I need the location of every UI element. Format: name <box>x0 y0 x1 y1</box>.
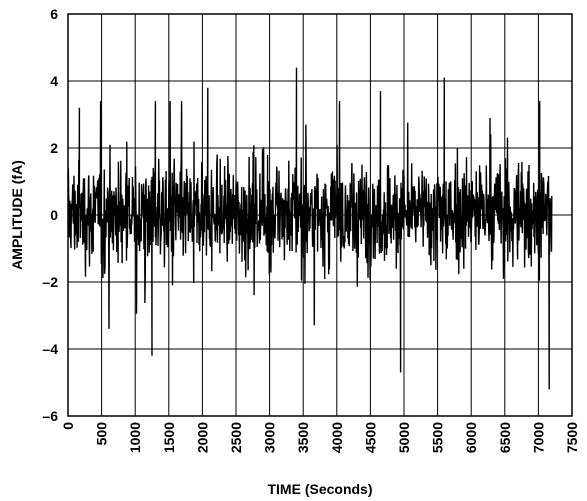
x-tick-label: 5000 <box>396 422 412 453</box>
x-tick-label: 4000 <box>329 422 345 453</box>
x-tick-label: 6000 <box>463 422 479 453</box>
y-tick-label: –2 <box>42 274 58 290</box>
y-tick-label: 6 <box>50 6 58 22</box>
series-group <box>67 67 553 390</box>
y-tick-label: 0 <box>50 207 58 223</box>
x-tick-label: 1500 <box>161 422 177 453</box>
y-tick-label: –4 <box>42 341 58 357</box>
x-tick-label: 6500 <box>497 422 513 453</box>
y-axis-label: AMPLITUDE (fA) <box>9 160 25 270</box>
x-tick-label: 5500 <box>430 422 446 453</box>
x-tick-label: 2000 <box>194 422 210 453</box>
x-tick-labels: 0 500 1000 1500 2000 2500 3000 3500 4000 4500 5000… <box>60 422 580 453</box>
amplitude-series-line <box>67 67 553 390</box>
x-tick-label: 2500 <box>228 422 244 453</box>
x-axis-label: TIME (Seconds) <box>267 481 372 497</box>
x-tick-label: 7500 <box>564 422 580 453</box>
y-tick-label: –6 <box>42 408 58 424</box>
x-tick-label: 3500 <box>295 422 311 453</box>
y-tick-label: 4 <box>50 73 58 89</box>
x-tick-label: 4500 <box>362 422 378 453</box>
x-tick-label: 0 <box>60 422 76 430</box>
y-tick-labels: –6 –4 –2 0 2 4 6 <box>42 6 58 424</box>
x-tick-label: 3000 <box>262 422 278 453</box>
x-tick-label: 1000 <box>127 422 143 453</box>
x-tick-label: 7000 <box>530 422 546 453</box>
plot-frame <box>67 13 573 417</box>
x-tick-label: 500 <box>94 422 110 446</box>
y-tick-label: 2 <box>50 140 58 156</box>
